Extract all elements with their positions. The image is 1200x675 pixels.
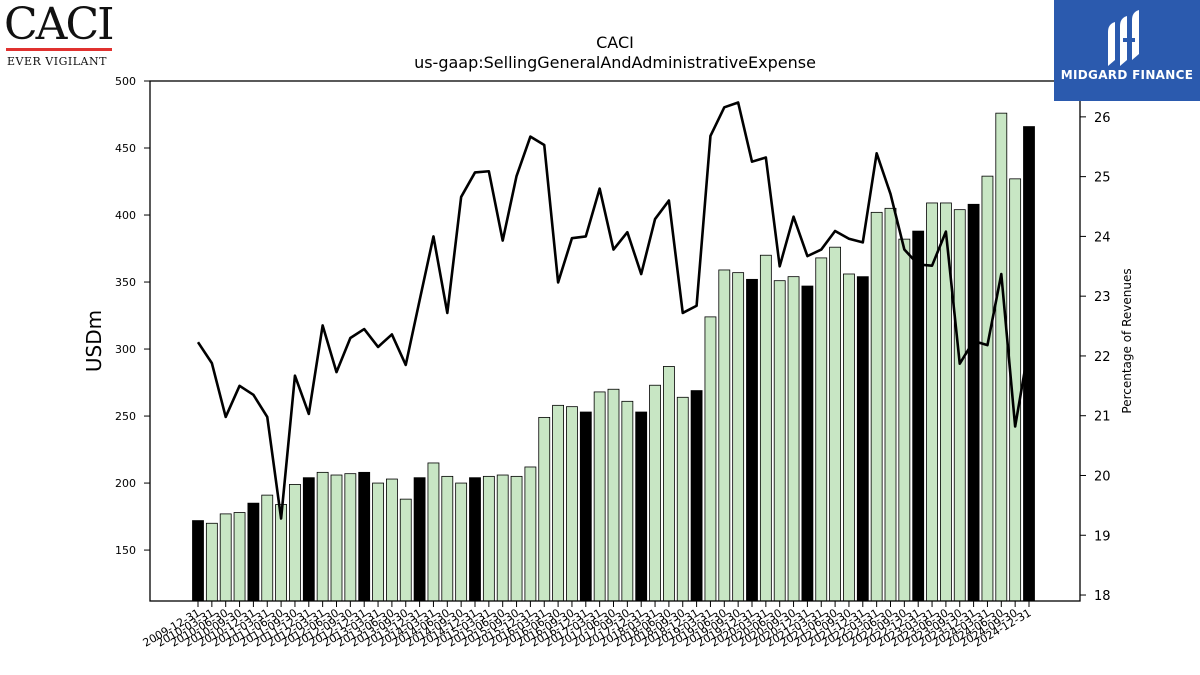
bar-2024-06-30 <box>995 112 1008 602</box>
midgard-mark-icon <box>1108 10 1139 66</box>
bar-2015-09-30 <box>510 475 523 602</box>
y-tick-label: 500 <box>115 75 136 88</box>
bar-2014-12-31 <box>469 477 481 602</box>
bar-2010-12-31 <box>247 502 260 602</box>
bar-2013-03-31 <box>372 482 384 602</box>
plot-frame <box>149 80 1081 602</box>
y2-tick-label: 22 <box>1094 350 1111 365</box>
bar-2015-12-31 <box>524 466 537 602</box>
y-tick-label: 450 <box>115 142 136 155</box>
bar-2018-09-30 <box>676 396 689 602</box>
caci-logo-word: CACI <box>4 0 114 50</box>
bar-2021-09-30 <box>843 273 855 602</box>
bar-2017-06-30 <box>607 388 620 602</box>
chart-title: CACI <box>596 33 634 52</box>
y2-tick-label: 21 <box>1094 410 1111 425</box>
bar-2019-09-30 <box>732 272 745 602</box>
chart-subtitle: us-gaap:SellingGeneralAndAdministrativeE… <box>414 53 816 72</box>
x-axis: 2009-12-312010-03-312010-06-302010-09-30… <box>141 601 1034 650</box>
y-tick-label: 350 <box>115 276 136 289</box>
bar-layer <box>192 112 1035 602</box>
y2-tick-label: 18 <box>1094 589 1111 604</box>
y-axis-label: USDm <box>82 310 106 372</box>
bar-2013-06-30 <box>385 478 398 602</box>
bar-2024-03-31 <box>981 175 994 602</box>
bar-2019-03-31 <box>704 316 717 602</box>
bar-2011-09-30 <box>289 483 301 602</box>
bar-2014-06-30 <box>441 475 454 602</box>
bar-2023-09-30 <box>953 209 966 602</box>
y-tick-label: 400 <box>115 209 136 222</box>
y2-tick-label: 20 <box>1094 469 1111 484</box>
bar-2016-12-31 <box>579 411 592 602</box>
bar-2012-12-31 <box>358 471 371 602</box>
bar-2012-09-30 <box>344 473 357 602</box>
bar-2017-12-31 <box>635 411 648 602</box>
bar-2018-12-31 <box>690 390 703 602</box>
y2-tick-label: 24 <box>1094 230 1111 245</box>
bar-2021-12-31 <box>856 276 869 602</box>
y2-tick-label: 23 <box>1094 290 1111 305</box>
y-tick-label: 300 <box>115 343 136 356</box>
bar-2016-09-30 <box>566 406 578 602</box>
bar-2017-03-31 <box>593 391 606 602</box>
bar-2011-03-31 <box>261 494 274 602</box>
bar-2019-06-30 <box>718 269 731 602</box>
y2-tick-label: 25 <box>1094 171 1111 186</box>
y2-tick-label: 19 <box>1094 529 1111 544</box>
y-tick-label: 150 <box>115 544 136 557</box>
bar-2022-03-31 <box>870 211 883 602</box>
bar-2013-12-31 <box>413 477 426 602</box>
y-tick-label: 250 <box>115 410 136 423</box>
bar-2010-03-31 <box>205 522 218 602</box>
right-axis: 18 19 20 21 22 23 24 25 26 <box>1080 111 1111 604</box>
caci-logo: CACI EVER VIGILANT <box>4 0 116 69</box>
bar-2015-06-30 <box>496 474 509 602</box>
left-axis: 150 200 250 300 350 400 450 500 <box>115 75 150 557</box>
bar-2018-06-30 <box>663 366 675 602</box>
bar-2018-03-31 <box>649 384 661 602</box>
bar-2009-12-31 <box>192 520 204 602</box>
bar-2022-06-30 <box>884 207 897 602</box>
bar-2020-12-31 <box>801 285 814 602</box>
midgard-logo-name: MIDGARD FINANCE <box>1060 68 1194 82</box>
bar-2021-06-30 <box>829 246 841 602</box>
bar-2010-06-30 <box>219 513 232 602</box>
midgard-finance-logo: MIDGARD FINANCE <box>1054 0 1200 101</box>
bar-2023-12-31 <box>967 203 980 602</box>
bar-2016-06-30 <box>552 404 564 602</box>
y2-tick-label: 26 <box>1094 111 1111 126</box>
percentage-line <box>196 101 1031 520</box>
bar-2012-03-31 <box>316 471 329 602</box>
bar-2017-09-30 <box>621 400 634 602</box>
bar-2016-03-31 <box>538 416 551 602</box>
bar-2019-12-31 <box>746 278 758 602</box>
bar-2014-09-30 <box>455 482 468 602</box>
bar-2014-03-31 <box>427 462 440 602</box>
bar-2010-09-30 <box>233 512 246 602</box>
y-tick-label: 200 <box>115 477 136 490</box>
bar-2020-09-30 <box>787 276 800 602</box>
bar-2022-09-30 <box>898 238 911 602</box>
bar-2020-03-31 <box>759 254 772 602</box>
bar-2021-03-31 <box>815 257 828 602</box>
y2-axis-label: Percentage of Revenues <box>1120 268 1134 413</box>
caci-logo-underline <box>6 48 112 51</box>
bar-2022-12-31 <box>912 230 925 602</box>
bar-2015-03-31 <box>482 475 495 602</box>
bar-2020-06-30 <box>773 280 786 602</box>
bar-2012-06-30 <box>330 474 343 602</box>
bar-2011-12-31 <box>302 477 315 602</box>
bar-2013-09-30 <box>399 498 412 602</box>
caci-logo-tagline: EVER VIGILANT <box>7 55 107 68</box>
